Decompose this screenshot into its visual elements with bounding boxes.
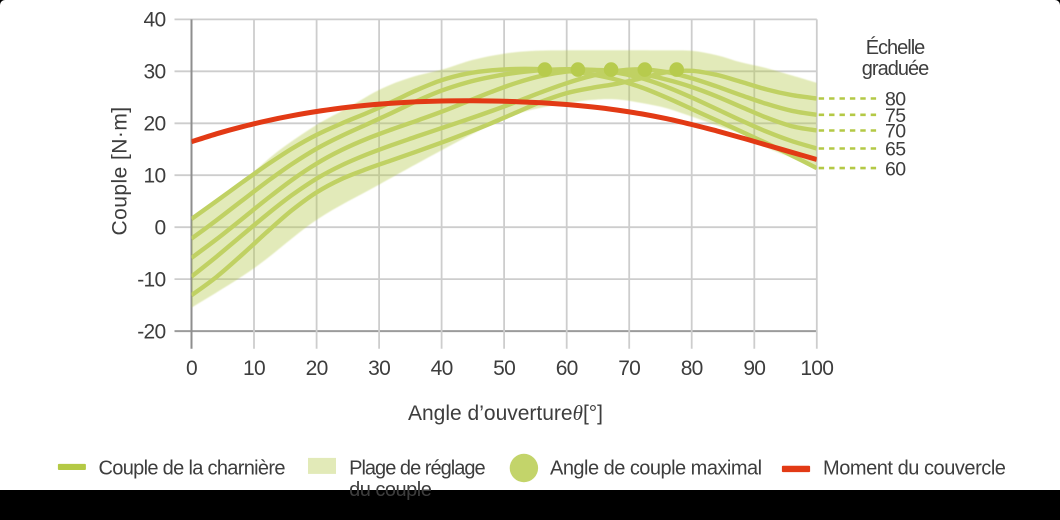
svg-text:30: 30 (368, 357, 390, 380)
svg-text:80: 80 (681, 357, 703, 380)
svg-text:-10: -10 (137, 268, 165, 291)
svg-text:Plage de réglage: Plage de réglage (349, 457, 485, 479)
svg-text:40: 40 (431, 357, 453, 380)
svg-text:70: 70 (885, 121, 906, 143)
svg-text:Couple [N·m]: Couple [N·m] (109, 106, 132, 235)
svg-text:50: 50 (493, 357, 515, 380)
svg-text:Angle d’ouvertureθ[°]: Angle d’ouvertureθ[°] (408, 401, 603, 425)
svg-text:-20: -20 (137, 320, 165, 343)
svg-text:60: 60 (885, 158, 906, 180)
svg-text:80: 80 (885, 89, 906, 111)
svg-text:10: 10 (144, 165, 166, 188)
svg-text:100: 100 (800, 357, 833, 380)
svg-text:20: 20 (306, 357, 328, 380)
svg-text:20: 20 (144, 113, 166, 136)
svg-text:40: 40 (144, 9, 166, 32)
svg-text:0: 0 (186, 357, 197, 380)
svg-text:60: 60 (556, 357, 578, 380)
svg-text:Angle de couple maximal: Angle de couple maximal (550, 457, 762, 479)
svg-text:10: 10 (243, 357, 265, 380)
svg-text:90: 90 (743, 357, 765, 380)
svg-text:graduée: graduée (862, 58, 929, 80)
svg-text:30: 30 (144, 61, 166, 84)
svg-text:65: 65 (885, 139, 906, 161)
svg-text:70: 70 (618, 357, 640, 380)
svg-text:Moment du couvercle: Moment du couvercle (823, 457, 1006, 479)
svg-text:Couple de la charnière: Couple de la charnière (99, 457, 286, 479)
svg-text:du couple: du couple (349, 479, 432, 501)
svg-text:Échelle: Échelle (866, 36, 925, 59)
svg-text:75: 75 (885, 105, 906, 127)
svg-text:0: 0 (155, 217, 166, 240)
